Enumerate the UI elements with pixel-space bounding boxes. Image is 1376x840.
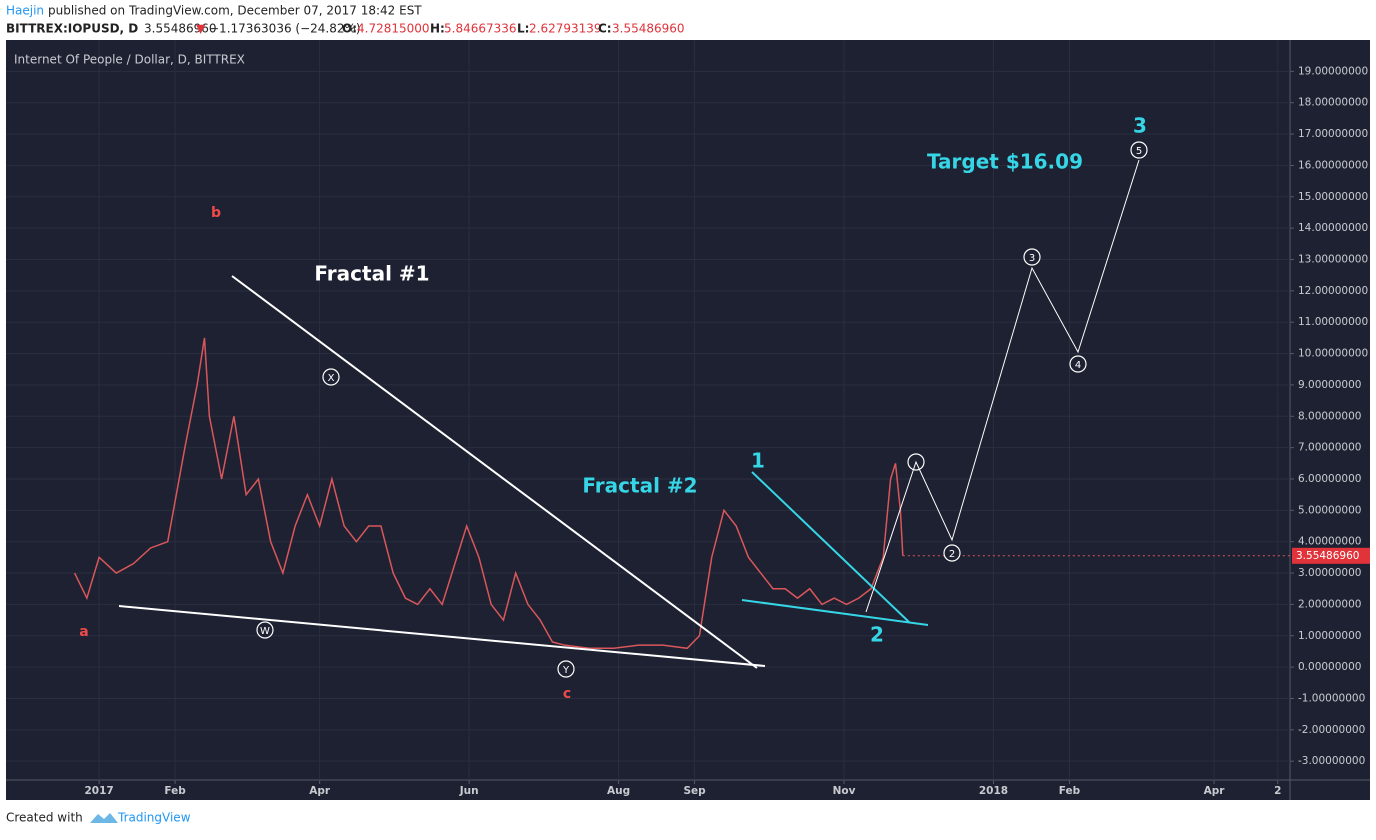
- last-price-box: [1292, 547, 1370, 564]
- y-tick-label: 19.00000000: [1298, 65, 1368, 77]
- y-tick-label: 8.00000000: [1298, 410, 1361, 422]
- y-tick-label: 12.00000000: [1298, 285, 1368, 297]
- l-label: L:: [517, 22, 529, 36]
- x-tick-label: Apr: [1204, 785, 1226, 797]
- open: 4.72815000: [357, 22, 430, 36]
- annotation: Target $16.09: [927, 150, 1083, 174]
- wave-circle: [943, 544, 961, 562]
- created-with: Created with: [6, 811, 83, 825]
- y-tick-label: 1.00000000: [1298, 630, 1361, 642]
- wave-label: W: [260, 626, 270, 637]
- logo: [90, 813, 118, 823]
- wave-label: 3: [1029, 253, 1035, 264]
- wave-label: 4: [1075, 360, 1081, 371]
- wave-label: Y: [562, 665, 570, 676]
- y-tick-label: 13.00000000: [1298, 253, 1368, 265]
- change: −1.17363036 (−24.82%): [209, 22, 361, 36]
- wave-label: X: [328, 373, 335, 384]
- y-tick-label: 9.00000000: [1298, 379, 1361, 391]
- trend-line: [118, 605, 766, 667]
- y-tick-label: 18.00000000: [1298, 97, 1368, 109]
- annotation: c: [563, 686, 571, 702]
- trend-line: [741, 599, 929, 626]
- wave-circle: [557, 660, 575, 678]
- x-tick-label: 2: [1274, 785, 1281, 797]
- h-label: H:: [430, 22, 445, 36]
- annotation: 3: [1133, 114, 1147, 138]
- y-tick-label: 16.00000000: [1298, 159, 1368, 171]
- annotation: Fractal #2: [582, 474, 697, 498]
- wave-circle: [256, 621, 274, 639]
- symbol: BITTREX:IOPUSD, D: [6, 22, 138, 36]
- annotation: 2: [870, 623, 884, 647]
- trend-line: [751, 471, 910, 623]
- annotation: Fractal #1: [314, 262, 429, 286]
- trend-line: [231, 275, 758, 669]
- y-tick-label: -3.00000000: [1298, 755, 1365, 767]
- last: 3.55486960: [144, 22, 217, 36]
- x-tick-label: 2018: [979, 785, 1008, 797]
- brand[interactable]: TradingView: [117, 811, 191, 825]
- x-tick-label: 2017: [84, 785, 113, 797]
- last-price-label: 3.55486960: [1296, 550, 1359, 562]
- y-tick-label: 10.00000000: [1298, 348, 1368, 360]
- high: 5.84667336: [444, 22, 517, 36]
- published: published on TradingView.com, December 0…: [48, 4, 422, 18]
- y-tick-label: 6.00000000: [1298, 473, 1361, 485]
- annotation: a: [79, 624, 88, 640]
- wave-circle: [322, 368, 340, 386]
- annotation: 1: [751, 449, 765, 473]
- wave-circle: [1069, 355, 1087, 373]
- y-tick-label: 5.00000000: [1298, 504, 1361, 516]
- drawings: [118, 141, 1148, 678]
- x-tick-label: Aug: [607, 785, 630, 797]
- wave-label: 5: [1136, 146, 1142, 157]
- c-label: C:: [598, 22, 612, 36]
- y-tick-label: 0.00000000: [1298, 661, 1361, 673]
- x-tick-label: Jun: [459, 785, 479, 797]
- close: 3.55486960: [612, 22, 685, 36]
- y-tick-label: 2.00000000: [1298, 598, 1361, 610]
- y-tick-label: 3.00000000: [1298, 567, 1361, 579]
- x-tick-label: Feb: [1059, 785, 1081, 797]
- x-tick-label: Apr: [309, 785, 331, 797]
- o-label: O:: [342, 22, 357, 36]
- wave-label: 2: [949, 549, 955, 560]
- arrow: ▼: [196, 22, 206, 36]
- x-tick-label: Nov: [833, 785, 856, 797]
- plot: [6, 40, 1294, 784]
- annotation: b: [211, 205, 221, 221]
- author[interactable]: Haejin: [6, 4, 44, 18]
- wave-circle: [1023, 248, 1041, 266]
- low: 2.62793139: [529, 22, 602, 36]
- y-tick-label: 7.00000000: [1298, 442, 1361, 454]
- y-tick-label: 4.00000000: [1298, 536, 1361, 548]
- y-tick-label: 17.00000000: [1298, 128, 1368, 140]
- x-tick-label: Feb: [164, 785, 186, 797]
- y-tick-label: 11.00000000: [1298, 316, 1368, 328]
- projection: [865, 159, 1140, 613]
- y-tick-label: -1.00000000: [1298, 692, 1365, 704]
- y-tick-label: -2.00000000: [1298, 724, 1365, 736]
- x-tick-label: Sep: [683, 785, 706, 797]
- chart-title: Internet Of People / Dollar, D, BITTREX: [14, 53, 245, 67]
- price-line: [73, 337, 904, 650]
- y-tick-label: 14.00000000: [1298, 222, 1368, 234]
- y-tick-label: 15.00000000: [1298, 191, 1368, 203]
- wave-circle: [907, 453, 925, 471]
- wave-circle: [1130, 141, 1148, 159]
